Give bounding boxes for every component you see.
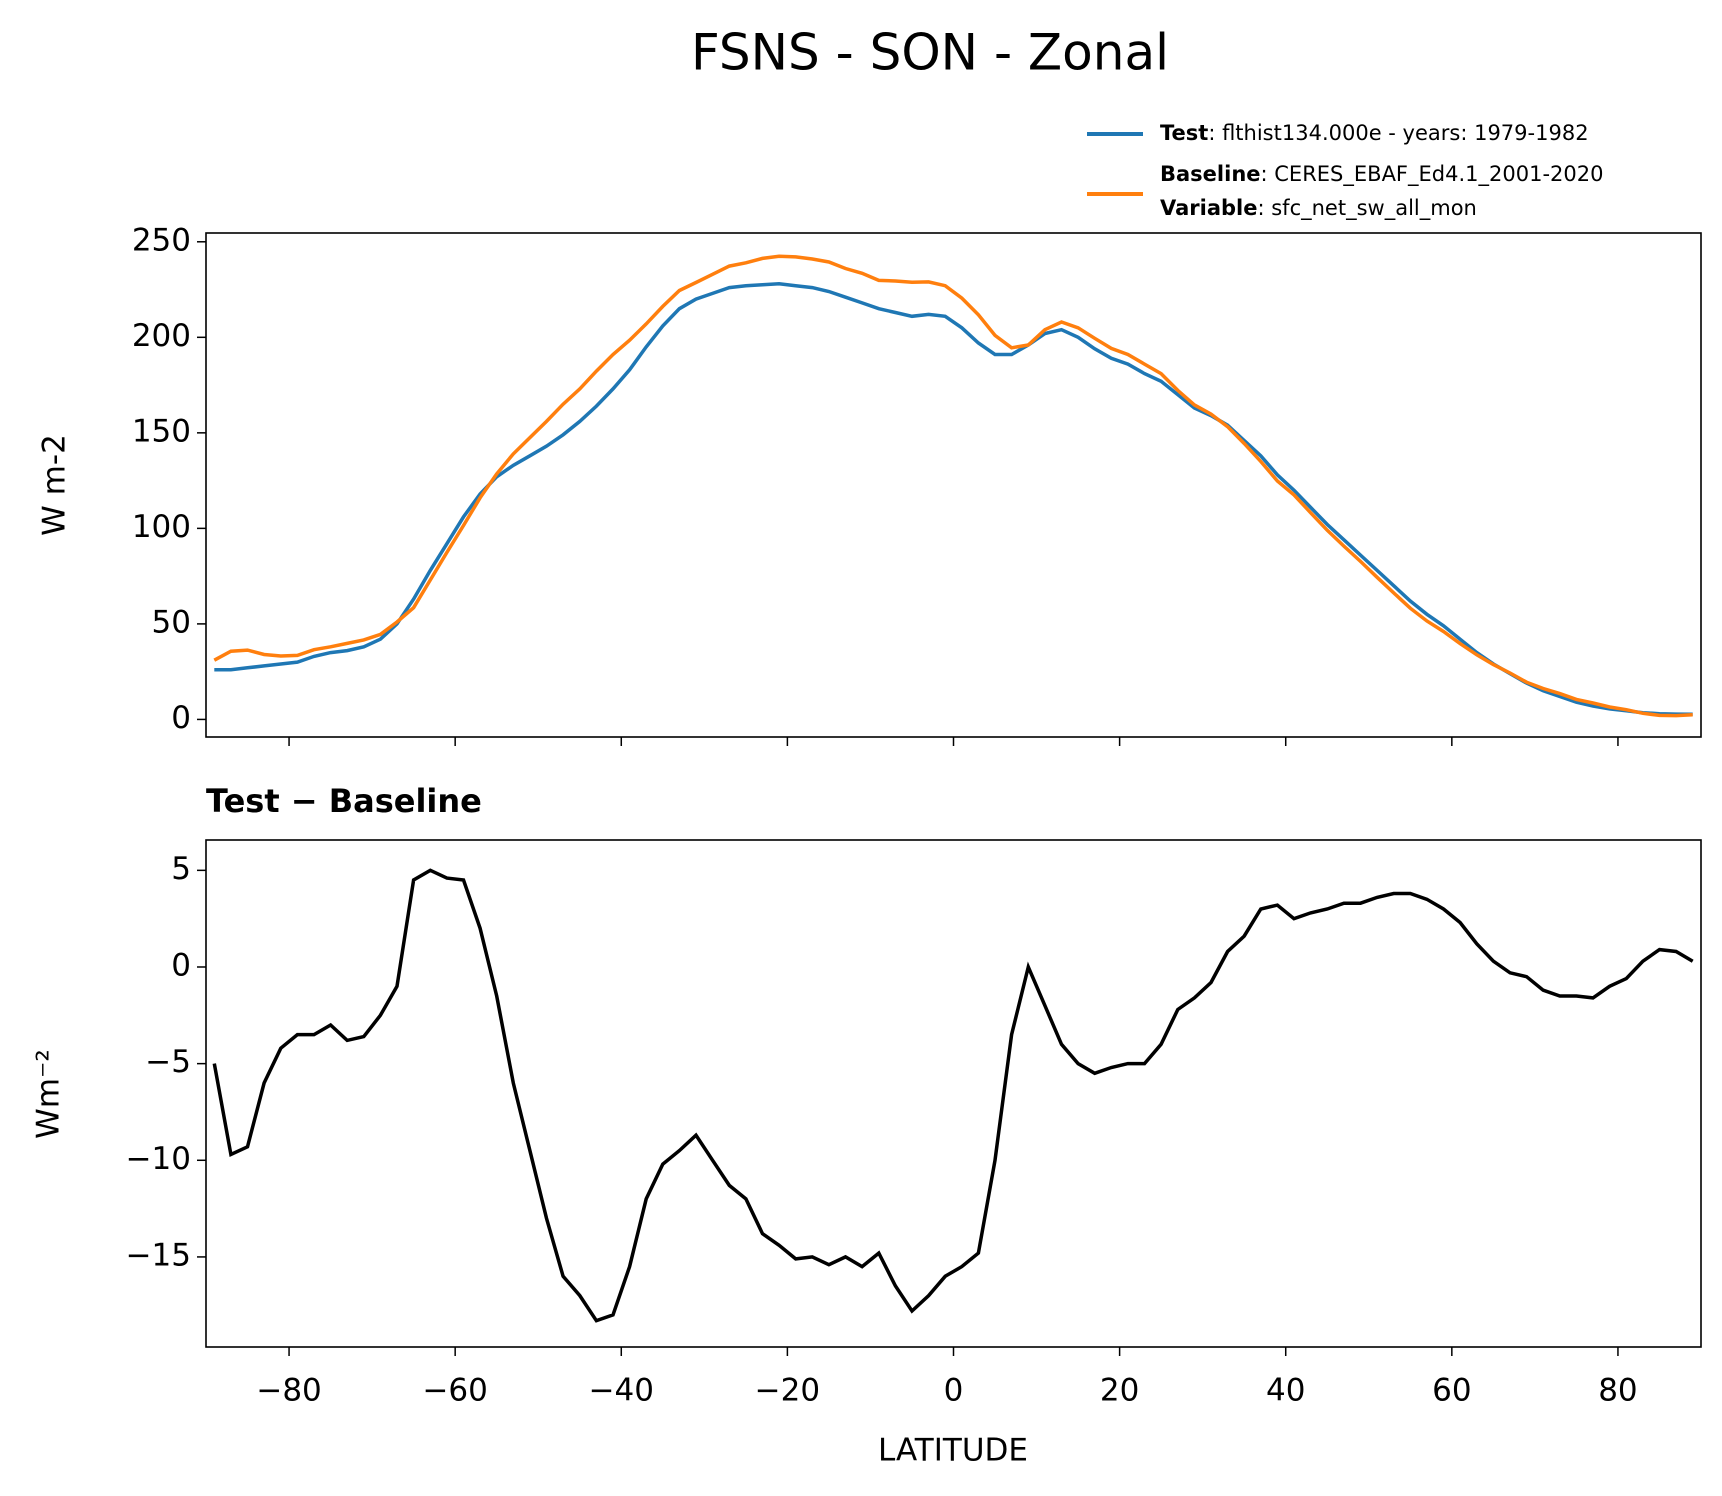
legend-label: : sfc_net_sw_all_mon bbox=[1257, 196, 1476, 221]
plot-frame bbox=[205, 839, 1702, 1348]
chart-title: FSNS - SON - Zonal bbox=[691, 24, 1169, 82]
y-tick-label: 200 bbox=[132, 318, 191, 354]
y-tick-label: −5 bbox=[145, 1044, 191, 1080]
x-tick-label: 20 bbox=[1100, 1373, 1139, 1409]
x-tick-label: −20 bbox=[755, 1373, 820, 1409]
x-axis-label: LATITUDE bbox=[878, 1433, 1028, 1469]
x-tick-label: −60 bbox=[422, 1373, 487, 1409]
plot-frame bbox=[205, 232, 1702, 738]
legend-label: : CERES_EBAF_Ed4.1_2001-2020 bbox=[1261, 162, 1604, 187]
legend-entry: Variable: sfc_net_sw_all_mon bbox=[1160, 196, 1477, 221]
y-tick-label: 250 bbox=[132, 222, 191, 258]
y-tick-label: 100 bbox=[132, 509, 191, 545]
subplot-title: Test − Baseline bbox=[206, 782, 482, 820]
legend-label: : flthist134.000e - years: 1979-1982 bbox=[1208, 121, 1588, 145]
y-tick-label: −15 bbox=[126, 1237, 191, 1273]
legend-name: Test bbox=[1160, 121, 1208, 145]
y-tick-label: 5 bbox=[171, 851, 191, 887]
legend-entry: Test: flthist134.000e - years: 1979-1982 bbox=[1160, 121, 1589, 145]
x-tick-label: −80 bbox=[256, 1373, 321, 1409]
y-axis-label: Wm⁻² bbox=[31, 1049, 67, 1139]
y-tick-label: 150 bbox=[132, 413, 191, 449]
data-line bbox=[214, 282, 1693, 717]
legend-name: Baseline bbox=[1160, 162, 1261, 186]
x-tick-label: 60 bbox=[1432, 1373, 1471, 1409]
data-line bbox=[212, 868, 1694, 1323]
data-line bbox=[213, 254, 1693, 718]
legend: Test: flthist134.000e - years: 1979-1982… bbox=[1160, 121, 1603, 221]
x-tick-label: −40 bbox=[589, 1373, 654, 1409]
y-tick-label: 0 bbox=[171, 700, 191, 736]
y-tick-label: −10 bbox=[126, 1141, 191, 1177]
legend-entry: Baseline: CERES_EBAF_Ed4.1_2001-2020 bbox=[1160, 162, 1603, 187]
x-tick-label: 0 bbox=[944, 1373, 964, 1409]
x-tick-label: 80 bbox=[1598, 1373, 1637, 1409]
y-tick-label: 50 bbox=[152, 604, 191, 640]
y-tick-label: 0 bbox=[171, 947, 191, 983]
legend-name: Variable bbox=[1160, 196, 1257, 220]
y-axis-label: W m-2 bbox=[37, 434, 73, 536]
x-tick-label: 40 bbox=[1266, 1373, 1305, 1409]
